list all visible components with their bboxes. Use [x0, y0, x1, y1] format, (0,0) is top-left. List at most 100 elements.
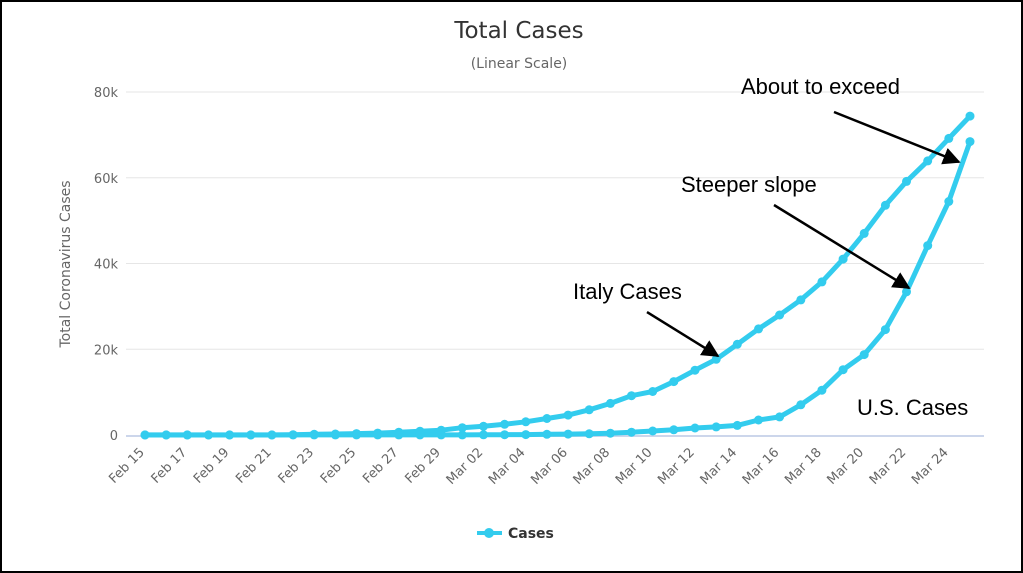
series-0	[140, 111, 975, 440]
data-point[interactable]	[965, 137, 975, 147]
data-point[interactable]	[880, 325, 890, 335]
x-tick-label: Feb 29	[402, 445, 444, 487]
arrow-italy-cases	[646, 310, 720, 358]
data-point[interactable]	[542, 429, 552, 439]
data-point[interactable]	[944, 197, 954, 206]
data-point[interactable]	[944, 133, 954, 143]
data-point[interactable]	[775, 310, 785, 320]
data-point[interactable]	[965, 111, 975, 121]
data-point[interactable]	[521, 430, 531, 440]
grid-lines	[126, 91, 984, 350]
x-axis-ticks: Feb 15 Feb 17 Feb 19 Feb 21 Feb 23 Feb 25 Feb …	[106, 445, 951, 488]
data-point[interactable]	[267, 430, 277, 440]
data-point[interactable]	[373, 430, 383, 440]
x-tick-label: Feb 15	[106, 445, 148, 487]
data-point[interactable]	[669, 425, 679, 435]
data-point[interactable]	[605, 398, 615, 408]
data-point[interactable]	[817, 277, 827, 287]
data-point[interactable]	[711, 354, 721, 364]
data-point[interactable]	[923, 156, 933, 166]
data-point[interactable]	[584, 405, 594, 415]
legend[interactable]: Cases	[477, 526, 554, 542]
data-point[interactable]	[457, 430, 467, 440]
data-point[interactable]	[500, 419, 510, 429]
data-point[interactable]	[669, 377, 679, 387]
annotation-italy-cases: Italy Cases	[573, 279, 682, 304]
annotation-steeper-slope: Steeper slope	[681, 172, 817, 197]
y-axis-ticks: 0 20k 40k 60k 80k	[94, 86, 119, 444]
data-point[interactable]	[923, 241, 933, 251]
series-1	[140, 137, 975, 440]
x-tick-label: Feb 21	[233, 445, 275, 487]
data-point[interactable]	[711, 422, 721, 432]
chart-title: Total Cases	[453, 18, 583, 44]
x-tick-label: Feb 17	[149, 445, 191, 487]
data-point[interactable]	[838, 365, 848, 375]
data-point[interactable]	[627, 391, 636, 401]
data-point[interactable]	[817, 385, 827, 395]
x-tick-label: Mar 18	[782, 445, 825, 488]
data-point[interactable]	[457, 423, 467, 433]
data-point[interactable]	[309, 430, 319, 440]
legend-marker	[484, 528, 494, 538]
data-point[interactable]	[732, 420, 742, 430]
chart-subtitle: (Linear Scale)	[471, 56, 568, 72]
x-tick-label: Mar 14	[698, 445, 741, 488]
data-point[interactable]	[859, 350, 869, 360]
data-point[interactable]	[140, 430, 150, 440]
data-point[interactable]	[859, 228, 869, 238]
data-point[interactable]	[648, 426, 658, 436]
x-tick-label: Mar 22	[867, 445, 910, 488]
data-point[interactable]	[182, 430, 192, 440]
data-point[interactable]	[394, 430, 404, 440]
data-point[interactable]	[563, 410, 573, 420]
data-point[interactable]	[479, 430, 488, 440]
data-point[interactable]	[500, 430, 510, 440]
data-point[interactable]	[732, 339, 742, 349]
data-point[interactable]	[352, 430, 361, 440]
data-point[interactable]	[330, 430, 340, 440]
data-point[interactable]	[288, 430, 298, 440]
data-point[interactable]	[796, 295, 806, 305]
data-point[interactable]	[775, 412, 785, 422]
data-point[interactable]	[605, 428, 615, 438]
data-point[interactable]	[246, 430, 256, 440]
data-point[interactable]	[838, 254, 848, 264]
series-line	[142, 139, 973, 438]
data-point[interactable]	[204, 430, 213, 440]
y-tick-label: 80k	[94, 86, 119, 101]
data-point[interactable]	[648, 387, 658, 396]
data-point[interactable]	[161, 430, 171, 440]
x-tick-label: Mar 08	[571, 445, 614, 488]
data-point[interactable]	[690, 365, 700, 375]
data-point[interactable]	[563, 429, 573, 439]
x-tick-label: Mar 16	[740, 445, 783, 488]
x-tick-label: Feb 25	[318, 445, 360, 487]
data-point[interactable]	[754, 324, 763, 334]
data-point[interactable]	[690, 423, 700, 433]
data-point[interactable]	[542, 414, 552, 423]
y-axis-label: Total Coronavirus Cases	[58, 180, 74, 348]
x-tick-label: Feb 19	[191, 445, 233, 487]
data-point[interactable]	[902, 176, 911, 186]
arrow-about-to-exceed	[833, 110, 961, 165]
data-point[interactable]	[796, 400, 806, 410]
data-point[interactable]	[627, 427, 636, 437]
data-point[interactable]	[436, 430, 446, 440]
data-point[interactable]	[521, 417, 531, 427]
annotations: About to exceed Steeper slope Italy Case…	[573, 74, 968, 420]
x-tick-label: Mar 24	[909, 445, 952, 488]
data-point[interactable]	[584, 429, 594, 439]
data-point[interactable]	[225, 430, 235, 440]
data-point[interactable]	[754, 415, 763, 425]
data-point[interactable]	[479, 421, 488, 431]
series-layer	[140, 111, 975, 440]
data-point[interactable]	[415, 430, 425, 440]
data-point[interactable]	[880, 200, 890, 210]
annotation-about-to-exceed: About to exceed	[741, 74, 900, 99]
y-tick-label: 60k	[94, 172, 119, 187]
y-tick-label: 0	[110, 429, 118, 444]
data-point[interactable]	[902, 287, 911, 297]
x-tick-label: Mar 12	[655, 445, 698, 488]
